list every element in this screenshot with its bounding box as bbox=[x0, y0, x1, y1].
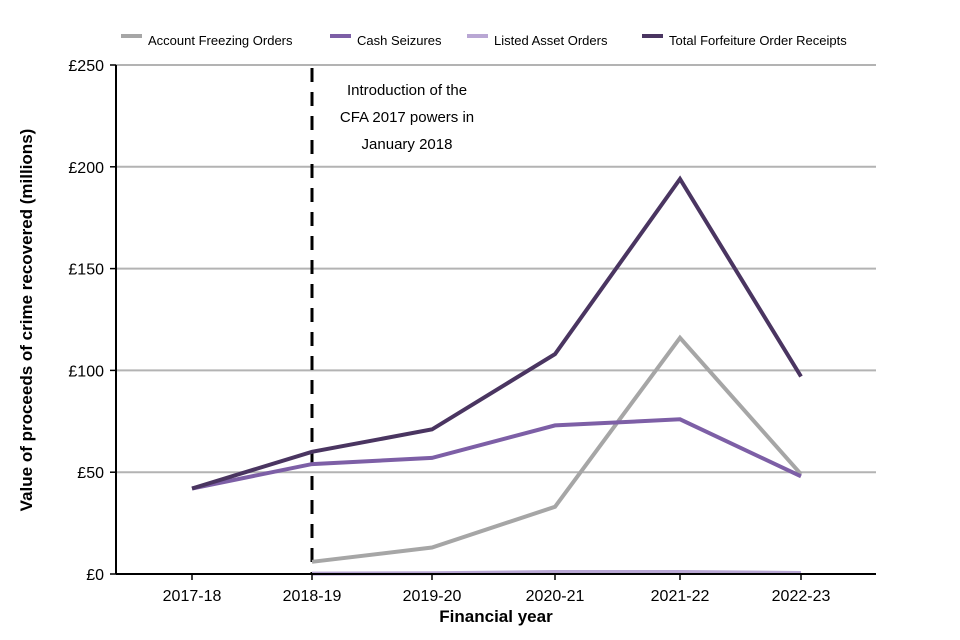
y-tick-label: £200 bbox=[68, 160, 104, 177]
y-tick-label: £150 bbox=[68, 262, 104, 279]
y-axis-title: Value of proceeds of crime recovered (mi… bbox=[17, 129, 36, 512]
y-tick-label: £50 bbox=[77, 465, 104, 482]
legend: Account Freezing Orders Cash Seizures List… bbox=[121, 33, 847, 48]
x-axis-title: Financial year bbox=[439, 607, 553, 626]
annotation-text-line: CFA 2017 powers in bbox=[340, 109, 474, 126]
y-tick-label: £100 bbox=[68, 363, 104, 380]
legend-label-total-forfeiture-order-receipts: Total Forfeiture Order Receipts bbox=[669, 33, 847, 48]
x-tick-label: 2022-23 bbox=[772, 588, 831, 605]
annotation: Introduction of the CFA 2017 powers in Jan… bbox=[310, 68, 474, 574]
series-line-account-freezing-orders bbox=[311, 334, 803, 564]
y-tick-label: £250 bbox=[68, 58, 104, 75]
series-line-cash-seizures bbox=[191, 417, 802, 491]
legend-label-listed-asset-orders: Listed Asset Orders bbox=[494, 33, 608, 48]
series-line-total-forfeiture-order-receipts bbox=[191, 175, 803, 491]
tick-labels: £0 £50 £100 £150 £200 £250 2017-18 2018-19 2019-… bbox=[68, 58, 830, 605]
legend-label-cash-seizures: Cash Seizures bbox=[357, 33, 442, 48]
annotation-text-line: Introduction of the bbox=[347, 82, 467, 99]
y-tick-label: £0 bbox=[86, 567, 104, 584]
x-tick-label: 2020-21 bbox=[526, 588, 585, 605]
legend-label-account-freezing-orders: Account Freezing Orders bbox=[148, 33, 293, 48]
series-lines bbox=[191, 175, 803, 576]
x-tick-label: 2021-22 bbox=[651, 588, 710, 605]
annotation-text-line: January 2018 bbox=[362, 136, 453, 153]
axes bbox=[110, 64, 876, 580]
grid bbox=[116, 64, 876, 474]
x-tick-label: 2017-18 bbox=[163, 588, 222, 605]
x-tick-label: 2019-20 bbox=[403, 588, 462, 605]
x-tick-label: 2018-19 bbox=[283, 588, 342, 605]
